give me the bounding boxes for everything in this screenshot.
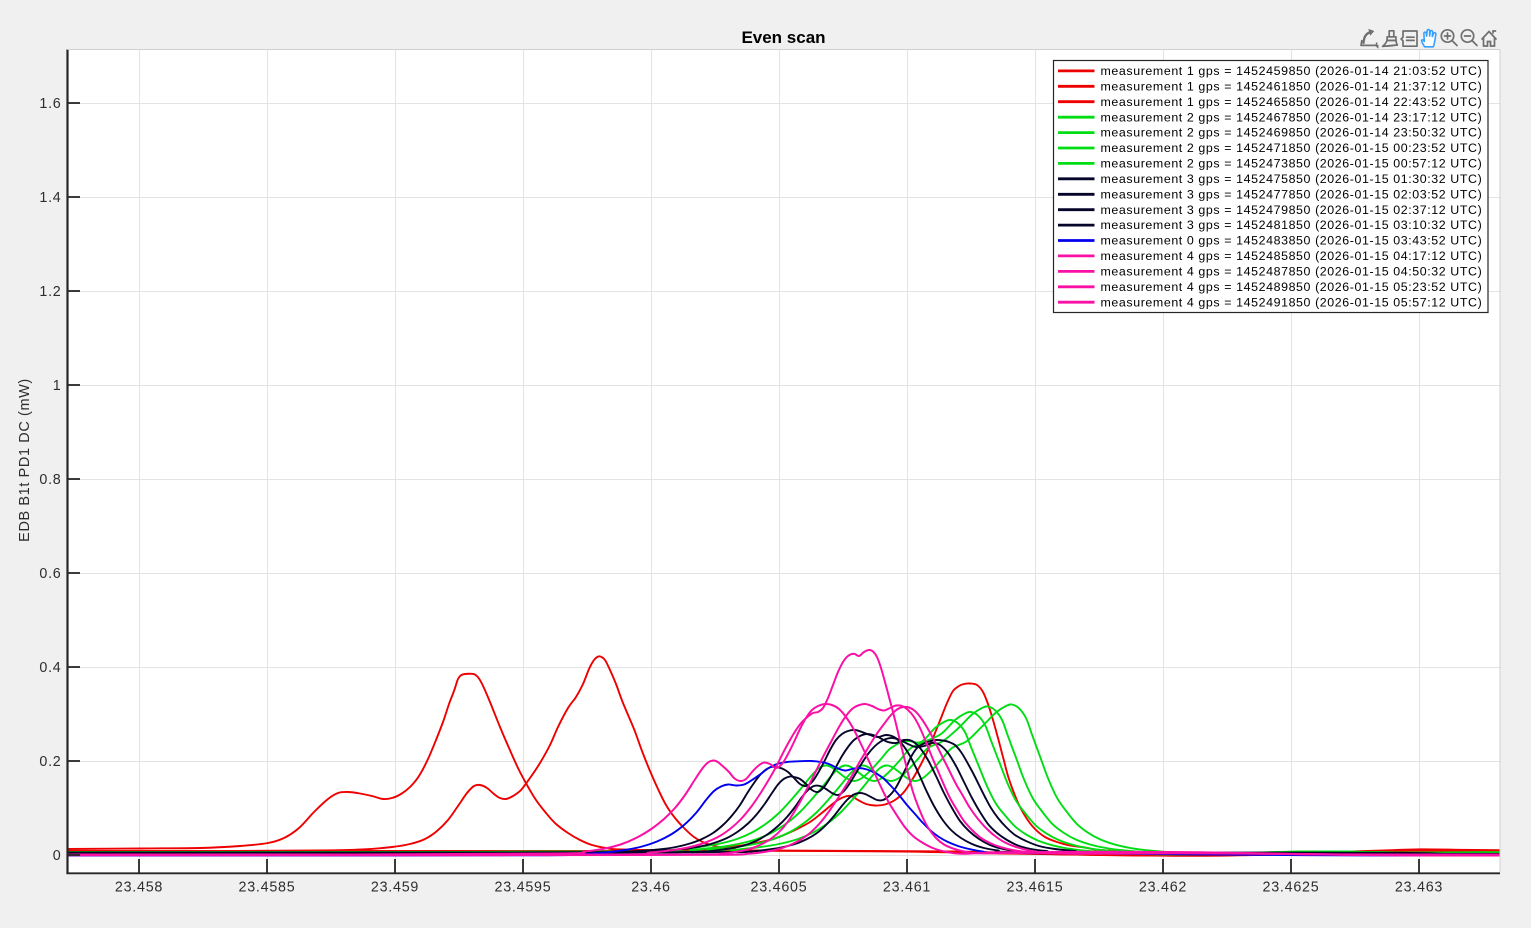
svg-text:measurement 2 gps = 1452469850: measurement 2 gps = 1452469850 (2026-01-… — [1101, 126, 1483, 140]
svg-text:measurement 2 gps = 1452471850: measurement 2 gps = 1452471850 (2026-01-… — [1101, 141, 1483, 155]
svg-text:measurement 4 gps = 1452485850: measurement 4 gps = 1452485850 (2026-01-… — [1101, 249, 1483, 263]
svg-text:23.4595: 23.4595 — [495, 879, 552, 895]
svg-text:0: 0 — [53, 848, 62, 864]
svg-text:1.6: 1.6 — [39, 96, 61, 112]
svg-text:measurement 2 gps = 1452467850: measurement 2 gps = 1452467850 (2026-01-… — [1101, 110, 1483, 124]
svg-text:0.6: 0.6 — [39, 566, 61, 582]
svg-text:measurement 3 gps = 1452481850: measurement 3 gps = 1452481850 (2026-01-… — [1101, 218, 1483, 232]
svg-text:23.4615: 23.4615 — [1007, 879, 1064, 895]
svg-text:measurement 3 gps = 1452477850: measurement 3 gps = 1452477850 (2026-01-… — [1101, 187, 1483, 201]
svg-text:0.2: 0.2 — [39, 754, 61, 770]
svg-text:measurement 3 gps = 1452479850: measurement 3 gps = 1452479850 (2026-01-… — [1101, 203, 1483, 217]
svg-text:0.8: 0.8 — [39, 472, 61, 488]
svg-text:23.461: 23.461 — [883, 879, 931, 895]
svg-text:measurement 1 gps = 1452465850: measurement 1 gps = 1452465850 (2026-01-… — [1101, 95, 1483, 109]
svg-text:23.4585: 23.4585 — [239, 879, 296, 895]
svg-text:measurement 0 gps = 1452483850: measurement 0 gps = 1452483850 (2026-01-… — [1101, 234, 1483, 248]
svg-text:measurement 4 gps = 1452489850: measurement 4 gps = 1452489850 (2026-01-… — [1101, 280, 1483, 294]
svg-text:measurement 1 gps = 1452461850: measurement 1 gps = 1452461850 (2026-01-… — [1101, 79, 1483, 93]
svg-text:23.462: 23.462 — [1139, 879, 1187, 895]
svg-text:23.463: 23.463 — [1395, 879, 1443, 895]
svg-text:1.2: 1.2 — [39, 284, 61, 300]
svg-text:measurement 1 gps = 1452459850: measurement 1 gps = 1452459850 (2026-01-… — [1101, 64, 1483, 78]
svg-text:measurement 4 gps = 1452491850: measurement 4 gps = 1452491850 (2026-01-… — [1101, 295, 1483, 309]
svg-text:1.4: 1.4 — [39, 190, 61, 206]
svg-text:measurement 4 gps = 1452487850: measurement 4 gps = 1452487850 (2026-01-… — [1101, 265, 1483, 279]
svg-text:Even scan: Even scan — [741, 28, 825, 47]
svg-text:measurement 3 gps = 1452475850: measurement 3 gps = 1452475850 (2026-01-… — [1101, 172, 1483, 186]
svg-text:measurement 2 gps = 1452473850: measurement 2 gps = 1452473850 (2026-01-… — [1101, 157, 1483, 171]
svg-text:0.4: 0.4 — [39, 660, 61, 676]
svg-text:23.46: 23.46 — [631, 879, 671, 895]
svg-text:23.4605: 23.4605 — [751, 879, 808, 895]
svg-text:1: 1 — [53, 378, 62, 394]
svg-text:23.459: 23.459 — [371, 879, 419, 895]
svg-text:23.458: 23.458 — [115, 879, 163, 895]
svg-text:EDB B1t PD1 DC (mW): EDB B1t PD1 DC (mW) — [17, 378, 33, 542]
svg-text:23.4625: 23.4625 — [1263, 879, 1320, 895]
